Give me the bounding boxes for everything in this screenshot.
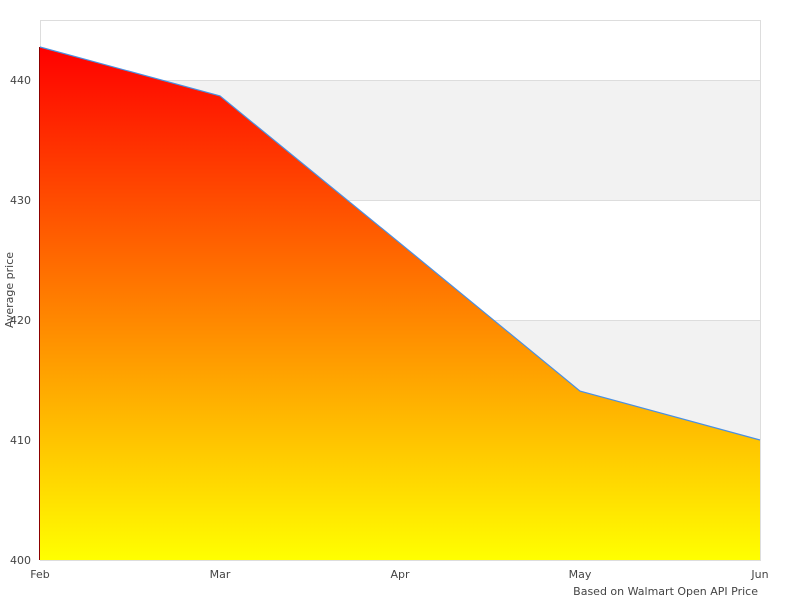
y-axis-ticks: 400 410 420 430 440 xyxy=(10,74,31,567)
y-tick-label: 420 xyxy=(10,314,31,327)
y-axis-label: Average price xyxy=(3,252,16,328)
x-axis-ticks: Feb Mar Apr May Jun xyxy=(30,568,768,581)
y-tick-label: 400 xyxy=(10,554,31,567)
credit-text: Based on Walmart Open API Price xyxy=(573,585,758,598)
x-tick-label: Apr xyxy=(390,568,410,581)
y-tick-label: 440 xyxy=(10,74,31,87)
grid-band xyxy=(40,20,760,80)
x-tick-label: Mar xyxy=(210,568,231,581)
area-fill xyxy=(40,47,760,560)
x-tick-label: Feb xyxy=(30,568,49,581)
x-tick-label: Jun xyxy=(750,568,768,581)
y-tick-label: 430 xyxy=(10,194,31,207)
x-tick-label: May xyxy=(569,568,592,581)
series-line xyxy=(39,46,761,441)
y-tick-label: 410 xyxy=(10,434,31,447)
